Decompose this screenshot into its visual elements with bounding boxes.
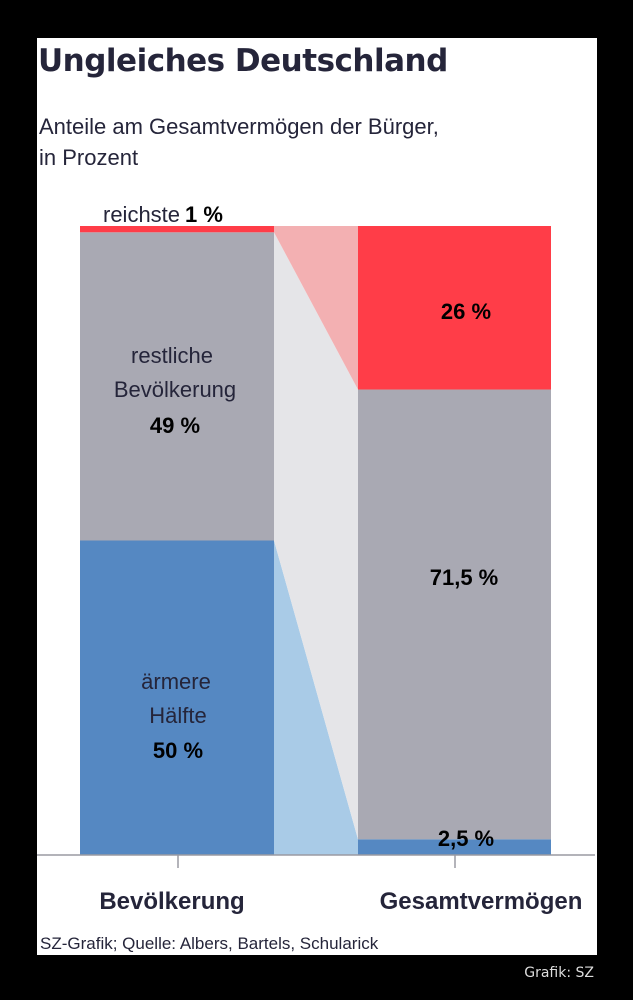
label-aermere-line2: Hälfte [149, 703, 206, 728]
chart-title: Ungleiches Deutschland [38, 43, 448, 79]
label-restliche-line2: Bevölkerung [114, 377, 236, 402]
bar-segment-bevölkerung-0 [80, 540, 274, 855]
label-restliche-line1: restliche [131, 343, 213, 368]
credit: Grafik: SZ [524, 965, 594, 981]
label-right-bottom-value: 2,5 % [438, 826, 494, 851]
x-label-bevoelkerung: Bevölkerung [99, 888, 244, 915]
label-right-top-value: 26 % [441, 299, 491, 324]
bar-segment-bevölkerung-1 [80, 232, 274, 541]
chart-subtitle-line-1: Anteile am Gesamtvermögen der Bürger, [39, 114, 439, 139]
source-note: SZ-Grafik; Quelle: Albers, Bartels, Schu… [40, 934, 379, 953]
label-aermere-line1: ärmere [141, 669, 211, 694]
label-restliche-value: 49 % [150, 413, 200, 438]
connector-1 [274, 232, 358, 840]
label-reichste: reichste 1 % [103, 202, 223, 227]
chart-subtitle-line-2: in Prozent [39, 145, 138, 170]
connector-0 [274, 540, 358, 855]
bar-segment-gesamtvermögen-0 [358, 839, 551, 855]
connector-2 [274, 226, 358, 390]
bar-segment-gesamtvermögen-2 [358, 226, 551, 390]
bar-segment-bevölkerung-2 [80, 226, 274, 233]
bar-segment-gesamtvermögen-1 [358, 389, 551, 840]
label-right-mid-value: 71,5 % [430, 565, 499, 590]
x-label-gesamtvermoegen: Gesamtvermögen [380, 888, 583, 915]
label-aermere-value: 50 % [153, 738, 203, 763]
